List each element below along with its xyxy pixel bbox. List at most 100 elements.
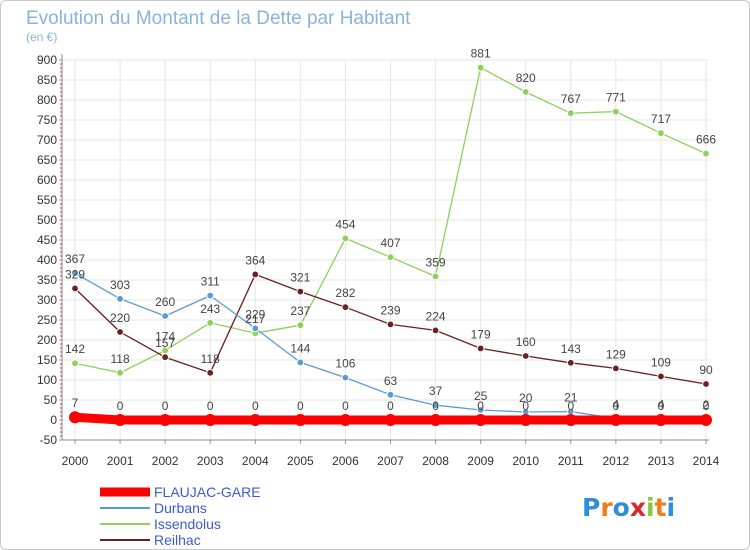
data-point-issendolus (386, 253, 395, 262)
data-label-reilhac: 157 (155, 336, 175, 350)
data-label-issendolus: 666 (696, 133, 716, 147)
data-label-issendolus: 881 (471, 47, 491, 61)
data-label-reilhac: 364 (245, 253, 265, 267)
data-point-reilhac (431, 326, 440, 335)
legend-label: Reilhac (154, 532, 201, 548)
data-point-flaujac-gare (700, 414, 712, 426)
data-label-flaujac-gare: 0 (432, 399, 439, 413)
data-label-issendolus: 142 (65, 342, 85, 356)
data-point-durbans (71, 269, 79, 278)
data-point-flaujac-gare (114, 414, 127, 426)
data-point-issendolus (431, 272, 440, 281)
data-label-flaujac-gare: 0 (117, 399, 124, 413)
data-label-flaujac-gare: 0 (658, 399, 665, 413)
x-tick-label: 2014 (693, 454, 720, 468)
data-point-durbans (431, 401, 440, 410)
data-point-reilhac (476, 344, 485, 353)
data-point-durbans (476, 406, 485, 414)
data-point-durbans (161, 312, 170, 320)
data-point-flaujac-gare (384, 414, 397, 426)
data-label-issendolus: 237 (290, 304, 310, 318)
x-tick-label: 2005 (287, 454, 314, 468)
data-point-reilhac (702, 380, 710, 388)
x-tick-label: 2011 (558, 454, 584, 468)
data-label-durbans: 260 (155, 295, 175, 309)
data-label-durbans: 303 (110, 278, 130, 292)
data-point-flaujac-gare (294, 414, 307, 426)
data-label-flaujac-gare: 0 (297, 399, 304, 413)
data-point-reilhac (566, 358, 575, 367)
logo-letter: t (655, 493, 667, 522)
data-label-flaujac-gare: 0 (252, 399, 259, 413)
y-tick-label: 600 (37, 173, 57, 187)
data-point-flaujac-gare (69, 411, 81, 424)
data-point-flaujac-gare (609, 414, 622, 426)
data-label-issendolus: 174 (155, 329, 175, 343)
legend-label: FLAUJAC-GARE (154, 484, 261, 500)
data-point-durbans (296, 358, 305, 367)
data-point-reilhac (341, 303, 350, 312)
data-label-durbans: 21 (564, 391, 578, 405)
x-tick-label: 2013 (648, 454, 675, 468)
data-point-issendolus (611, 107, 620, 116)
data-label-issendolus: 243 (200, 302, 220, 316)
data-point-reilhac (611, 364, 620, 373)
data-label-issendolus: 767 (561, 92, 581, 106)
y-tick-label: 150 (37, 353, 57, 367)
x-tick-label: 2007 (377, 454, 404, 468)
logo-letter: i (646, 493, 655, 522)
y-tick-label: 400 (37, 253, 57, 267)
logo-letter: r (600, 493, 613, 522)
data-label-flaujac-gare: 0 (207, 399, 214, 413)
data-point-issendolus (657, 129, 665, 138)
data-point-flaujac-gare (339, 414, 352, 426)
data-label-flaujac-gare: 0 (162, 399, 169, 413)
axes: -500501001502002503003504004505005506006… (37, 53, 720, 468)
data-point-flaujac-gare (474, 414, 487, 426)
data-label-durbans: 37 (429, 384, 443, 398)
data-point-durbans (206, 291, 215, 300)
data-label-reilhac: 321 (290, 271, 310, 285)
data-label-issendolus: 771 (606, 91, 626, 105)
data-point-flaujac-gare (654, 414, 667, 426)
data-label-flaujac-gare: 0 (387, 399, 394, 413)
data-label-issendolus: 820 (516, 71, 536, 85)
proxiti-logo: Proxiti (582, 493, 675, 522)
x-tick-label: 2002 (152, 454, 179, 468)
data-point-issendolus (521, 88, 530, 96)
x-tick-label: 2006 (332, 454, 359, 468)
data-point-reilhac (71, 284, 79, 293)
data-point-reilhac (386, 320, 395, 329)
data-label-flaujac-gare: 0 (522, 399, 529, 413)
data-point-issendolus (702, 149, 710, 158)
data-point-durbans (251, 324, 260, 333)
y-tick-label: 200 (37, 333, 57, 347)
data-label-flaujac-gare: 0 (477, 399, 484, 413)
y-tick-label: 800 (37, 93, 57, 107)
data-label-durbans: 229 (245, 307, 265, 321)
data-label-reilhac: 329 (65, 267, 85, 281)
data-point-flaujac-gare (249, 414, 262, 426)
data-label-durbans: 311 (201, 275, 220, 289)
data-point-reilhac (521, 352, 530, 360)
chart-subtitle: (en €) (26, 30, 57, 44)
data-point-issendolus (566, 109, 575, 118)
data-point-issendolus (341, 234, 350, 243)
data-label-issendolus: 454 (335, 217, 355, 231)
data-point-reilhac (657, 372, 665, 381)
data-label-flaujac-gare: 0 (613, 399, 620, 413)
data-point-issendolus (476, 63, 485, 72)
y-tick-label: 850 (37, 73, 57, 87)
data-point-issendolus (296, 321, 305, 330)
data-label-reilhac: 160 (516, 335, 536, 349)
data-point-reilhac (296, 287, 305, 296)
chart-title: Evolution du Montant de la Dette par Hab… (26, 8, 411, 29)
logo-letter: P (582, 493, 600, 522)
data-label-durbans: 4 (613, 397, 620, 411)
x-tick-label: 2010 (512, 454, 539, 468)
y-tick-label: 350 (37, 273, 57, 287)
data-point-reilhac (206, 368, 215, 377)
data-point-flaujac-gare (564, 414, 577, 426)
